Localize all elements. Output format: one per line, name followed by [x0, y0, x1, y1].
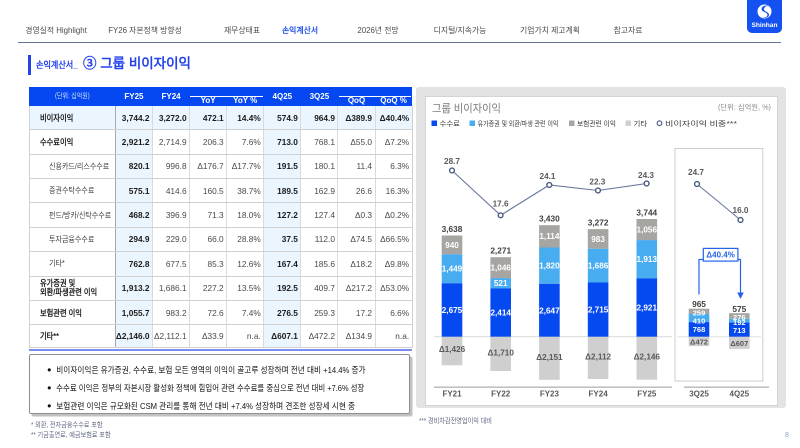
- svg-text:1,913: 1,913: [637, 255, 658, 264]
- svg-text:24.1: 24.1: [540, 171, 556, 180]
- svg-text:17.6: 17.6: [493, 199, 509, 208]
- svg-text:Δ2,146: Δ2,146: [634, 352, 661, 361]
- svg-text:1,056: 1,056: [637, 225, 658, 234]
- svg-text:Δ1,426: Δ1,426: [439, 345, 466, 354]
- svg-text:3,272: 3,272: [588, 217, 609, 227]
- svg-text:259: 259: [693, 308, 706, 317]
- svg-text:940: 940: [445, 240, 459, 249]
- svg-text:2,647: 2,647: [539, 306, 560, 315]
- svg-text:Δ2,112: Δ2,112: [585, 352, 611, 361]
- svg-text:192: 192: [733, 318, 746, 327]
- svg-text:1,820: 1,820: [539, 261, 560, 270]
- svg-text:575: 575: [732, 304, 746, 314]
- svg-text:1,046: 1,046: [490, 263, 511, 272]
- svg-text:FY22: FY22: [491, 389, 511, 398]
- svg-text:1,449: 1,449: [442, 264, 463, 273]
- svg-text:3Q25: 3Q25: [689, 389, 709, 398]
- svg-text:보험관련 이익: 보험관련 이익: [577, 119, 616, 128]
- svg-text:Δ1,710: Δ1,710: [488, 348, 515, 357]
- svg-text:521: 521: [494, 279, 508, 288]
- svg-text:2,921: 2,921: [637, 303, 658, 312]
- svg-text:Δ607: Δ607: [730, 339, 748, 348]
- svg-text:수수료: 수수료: [440, 120, 461, 128]
- svg-text:3,638: 3,638: [442, 224, 463, 234]
- svg-text:2,715: 2,715: [588, 305, 609, 314]
- svg-text:16.0: 16.0: [733, 206, 749, 215]
- svg-text:410: 410: [693, 316, 706, 325]
- svg-text:24.7: 24.7: [688, 168, 704, 177]
- svg-text:3,744: 3,744: [636, 207, 657, 217]
- svg-text:FY23: FY23: [540, 389, 560, 398]
- svg-text:24.3: 24.3: [638, 170, 654, 179]
- svg-text:FY24: FY24: [589, 389, 609, 398]
- svg-text:1,114: 1,114: [539, 232, 559, 241]
- svg-text:기타: 기타: [634, 119, 648, 128]
- svg-text:FY25: FY25: [637, 389, 657, 398]
- svg-text:Δ472: Δ472: [690, 337, 708, 346]
- svg-text:비이자이익 비중***: 비이자이익 비중***: [665, 119, 737, 128]
- svg-text:3,430: 3,430: [539, 213, 560, 223]
- svg-text:2,414: 2,414: [490, 308, 511, 317]
- svg-text:276: 276: [733, 313, 746, 322]
- svg-text:2,271: 2,271: [490, 245, 511, 255]
- svg-text:FY21: FY21: [442, 389, 462, 398]
- svg-text:Shinhan: Shinhan: [751, 22, 777, 29]
- svg-text:965: 965: [692, 298, 706, 308]
- svg-text:그룹 비이자이익: 그룹 비이자이익: [432, 102, 501, 115]
- svg-text:983: 983: [591, 234, 605, 243]
- svg-text:1,686: 1,686: [588, 261, 609, 270]
- svg-text:(단위: 십억원, %): (단위: 십억원, %): [718, 102, 771, 111]
- svg-text:2,675: 2,675: [442, 306, 463, 315]
- svg-text:유가증권 및 외환/파생 관련 이익: 유가증권 및 외환/파생 관련 이익: [478, 119, 559, 128]
- svg-text:4Q25: 4Q25: [730, 389, 750, 398]
- svg-text:Δ40.4%: Δ40.4%: [706, 250, 734, 259]
- svg-text:713: 713: [733, 326, 746, 335]
- svg-text:768: 768: [693, 325, 706, 334]
- svg-text:28.7: 28.7: [444, 157, 460, 166]
- svg-text:22.3: 22.3: [589, 177, 605, 186]
- svg-text:Δ2,151: Δ2,151: [536, 352, 563, 361]
